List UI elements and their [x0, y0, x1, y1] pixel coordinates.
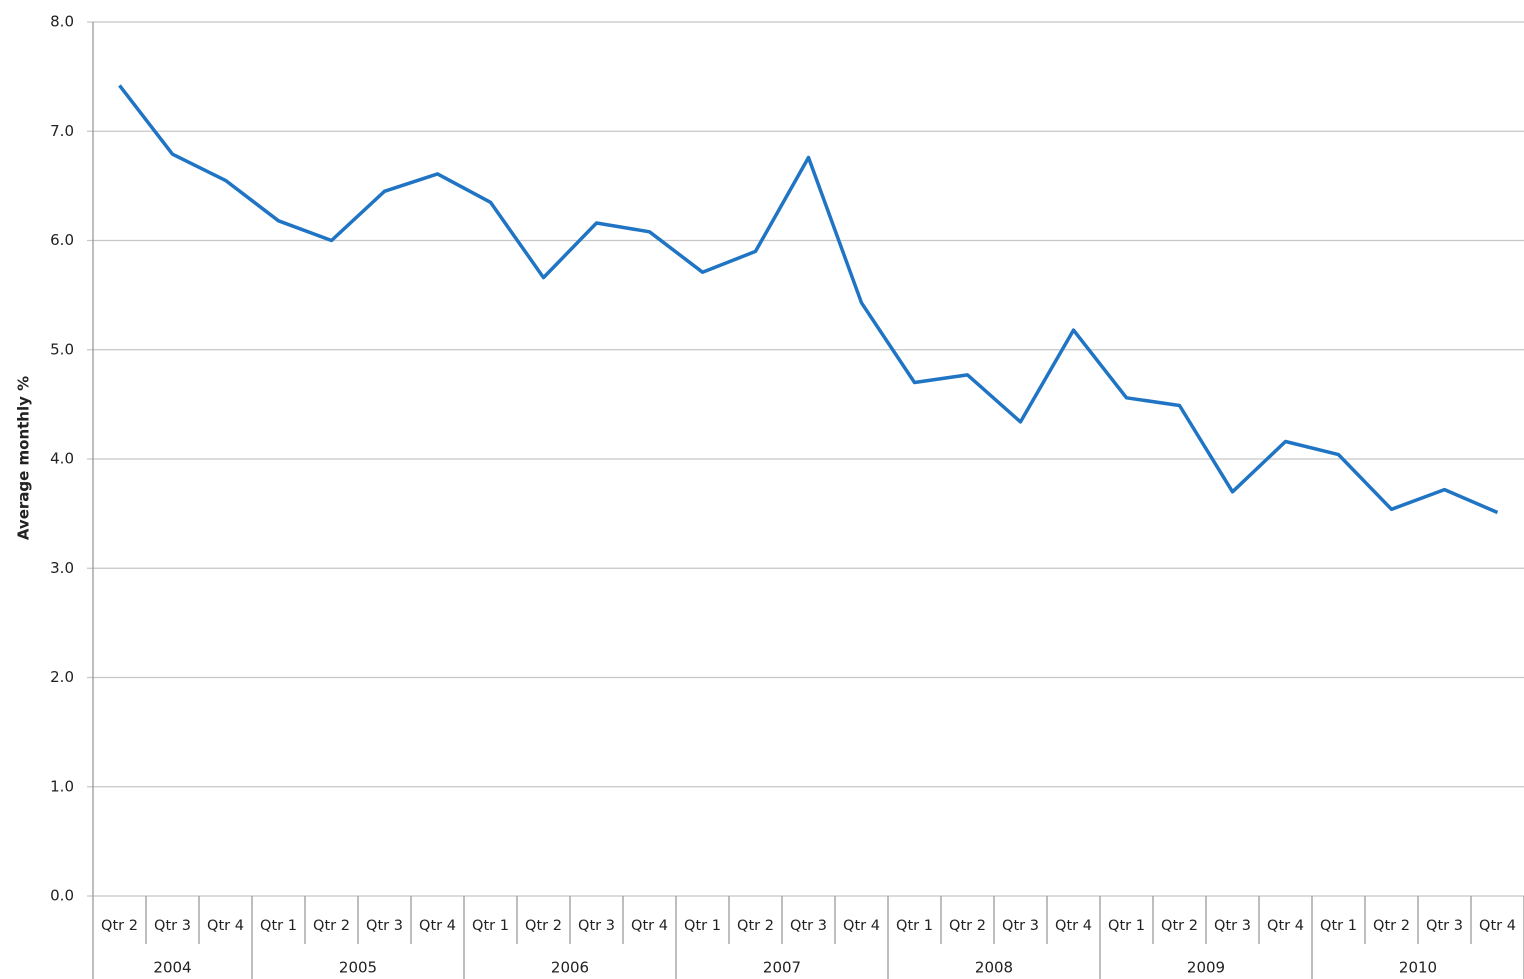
x-tick-label: Qtr 2: [313, 918, 350, 934]
x-tick-label: Qtr 4: [419, 918, 456, 934]
y-tick-label: 2.0: [50, 668, 74, 686]
x-tick-label: Qtr 3: [154, 918, 191, 934]
y-tick-label: 8.0: [50, 13, 74, 31]
x-tick-label: Qtr 3: [1214, 918, 1251, 934]
x-group-label: 2004: [153, 959, 191, 977]
x-tick-label: Qtr 1: [472, 918, 509, 934]
x-tick-label: Qtr 2: [525, 918, 562, 934]
x-tick-label: Qtr 1: [260, 918, 297, 934]
x-tick-label: Qtr 1: [1320, 918, 1357, 934]
x-tick-label: Qtr 1: [684, 918, 721, 934]
x-tick-label: Qtr 3: [366, 918, 403, 934]
x-tick-label: Qtr 4: [207, 918, 244, 934]
x-tick-label: Qtr 4: [1267, 918, 1304, 934]
y-tick-label: 3.0: [50, 559, 74, 577]
y-tick-label: 6.0: [50, 231, 74, 249]
y-tick-label: 4.0: [50, 450, 74, 468]
x-tick-label: Qtr 2: [101, 918, 138, 934]
x-tick-label: Qtr 1: [1108, 918, 1145, 934]
x-group-label: 2007: [763, 959, 801, 977]
x-tick-label: Qtr 4: [631, 918, 668, 934]
x-tick-label: Qtr 2: [1161, 918, 1198, 934]
y-tick-label: 5.0: [50, 340, 74, 358]
x-group-label: 2009: [1187, 959, 1225, 977]
x-group-label: 2006: [551, 959, 589, 977]
x-tick-label: Qtr 3: [1426, 918, 1463, 934]
data-line: [118, 84, 1499, 515]
y-axis-title: Average monthly %: [15, 376, 33, 540]
x-tick-label: Qtr 2: [949, 918, 986, 934]
x-tick-label: Qtr 2: [737, 918, 774, 934]
x-tick-label: Qtr 4: [843, 918, 880, 934]
x-group-label: 2005: [339, 959, 377, 977]
x-tick-label: Qtr 4: [1055, 918, 1092, 934]
x-group-label: 2008: [975, 959, 1013, 977]
y-tick-label: 7.0: [50, 122, 74, 140]
x-group-label: 2010: [1399, 959, 1437, 977]
y-tick-label: 1.0: [50, 777, 74, 795]
x-tick-label: Qtr 3: [578, 918, 615, 934]
x-tick-label: Qtr 1: [896, 918, 933, 934]
x-tick-label: Qtr 4: [1479, 918, 1516, 934]
x-tick-label: Qtr 3: [790, 918, 827, 934]
y-tick-label: 0.0: [50, 887, 74, 905]
x-tick-label: Qtr 3: [1002, 918, 1039, 934]
x-tick-label: Qtr 2: [1373, 918, 1410, 934]
